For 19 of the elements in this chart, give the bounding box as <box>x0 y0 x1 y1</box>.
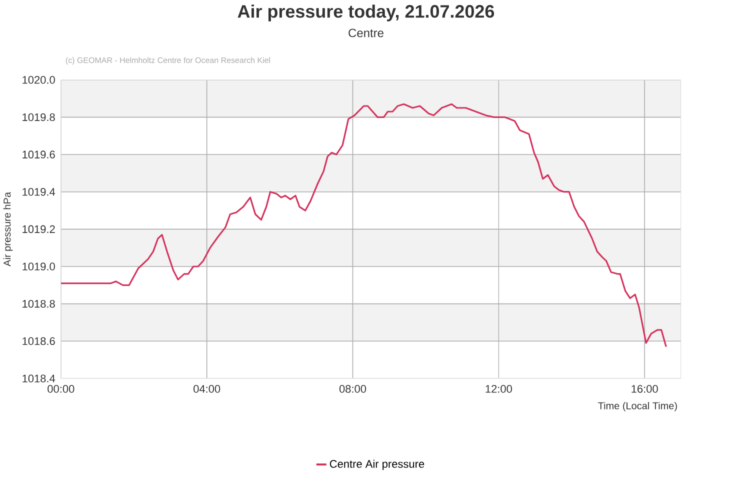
y-tick-label: 1020.0 <box>22 76 55 84</box>
x-tick-label: 12:00 <box>486 384 512 393</box>
x-tick-label: 08:00 <box>339 384 366 393</box>
y-axis-title: Air pressure hPa <box>3 192 13 266</box>
x-tick-label: 16:00 <box>632 384 658 393</box>
y-tick-label: 1019.6 <box>22 150 55 158</box>
x-axis-title: Time (Local Time) <box>598 402 677 412</box>
y-tick-label: 1018.8 <box>22 300 55 308</box>
x-tick-label: 04:00 <box>194 384 220 393</box>
y-tick-label: 1019.4 <box>22 188 56 196</box>
y-tick-label: 1019.2 <box>22 225 55 233</box>
chart-title: Air pressure today, 21.07.2026 <box>238 4 494 22</box>
legend-label: Centre Air pressure <box>330 460 424 470</box>
x-tick-label: 00:00 <box>48 384 74 393</box>
chart-subtitle: Centre <box>348 28 384 38</box>
y-tick-label: 1019.8 <box>22 113 55 121</box>
y-tick-label: 1018.4 <box>22 374 56 382</box>
y-tick-label: 1018.6 <box>22 337 55 345</box>
y-tick-label: 1019.0 <box>22 262 55 270</box>
